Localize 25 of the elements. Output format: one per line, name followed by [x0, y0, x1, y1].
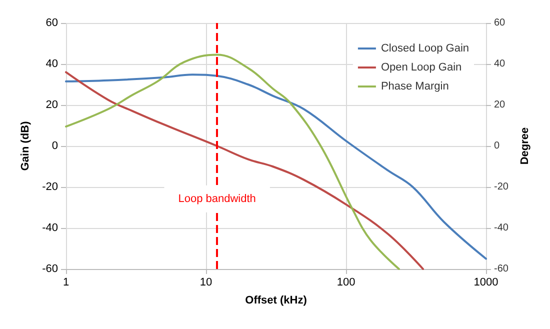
y-axis-title: Gain (dB)	[20, 120, 32, 171]
y-tick-label: 40	[46, 58, 58, 70]
y-tick-label: 20	[46, 99, 58, 111]
y2-tick-label: 60	[494, 18, 506, 28]
y2-tick-label: -60	[494, 264, 509, 274]
y-tick-label: -40	[42, 222, 58, 234]
x-tick-label: 100	[336, 276, 356, 288]
x-tick-label: 1	[62, 276, 70, 288]
y2-axis-title: Degree	[518, 127, 531, 165]
legend-label: Phase Margin	[380, 80, 449, 92]
x-tick-label: 1000	[474, 276, 498, 288]
y-tick-label: 0	[52, 140, 58, 152]
y-tick-label: 60	[46, 17, 58, 29]
legend-label: Open Loop Gain	[380, 62, 462, 74]
y2-tick-label: 20	[494, 100, 506, 110]
ref-line-label: Loop bandwidth	[178, 192, 256, 205]
y2-tick-label: -20	[494, 182, 509, 192]
legend-label: Closed Loop Gain	[380, 42, 470, 54]
y-tick-label: -60	[42, 263, 58, 275]
y2-tick-label: 0	[494, 140, 500, 152]
y2-tick-label: -40	[494, 222, 509, 234]
x-tick-label: 10	[200, 276, 212, 288]
y-tick-label: -20	[42, 181, 58, 193]
x-axis-title: Offset (kHz)	[245, 294, 308, 306]
y2-tick-label: 40	[494, 58, 506, 70]
